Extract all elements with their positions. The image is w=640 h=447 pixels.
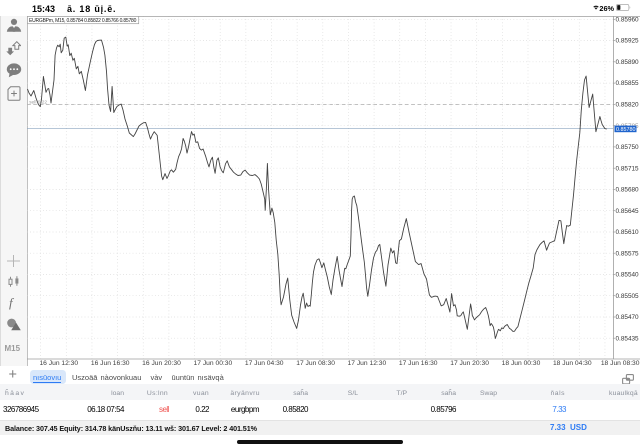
- svg-text:17 Jun 16:30: 17 Jun 16:30: [399, 360, 438, 366]
- svg-text:17 Jun 08:30: 17 Jun 08:30: [296, 360, 335, 366]
- svg-text:0.85540: 0.85540: [616, 272, 640, 279]
- svg-text:0.85960: 0.85960: [616, 16, 640, 23]
- svg-text:18 Jun 00:30: 18 Jun 00:30: [502, 360, 541, 366]
- svg-text:0.85680: 0.85680: [616, 187, 640, 194]
- svg-text:0.85890: 0.85890: [616, 59, 640, 66]
- svg-text:0.85575: 0.85575: [616, 250, 640, 257]
- svg-text:0.85715: 0.85715: [616, 165, 640, 172]
- svg-text:EURGBPm, M15, 0.85784 0.85822: EURGBPm, M15, 0.85784 0.85822 0.85766 0.…: [29, 18, 137, 24]
- svg-text:17 Jun 04:30: 17 Jun 04:30: [245, 360, 284, 366]
- svg-text:0.85505: 0.85505: [616, 293, 640, 300]
- svg-text:0.85435: 0.85435: [616, 335, 640, 342]
- svg-text:17 Jun 12:30: 17 Jun 12:30: [348, 360, 387, 366]
- svg-text:0.85470: 0.85470: [616, 314, 640, 321]
- svg-text:0.85610: 0.85610: [616, 229, 640, 236]
- svg-text:0.85855: 0.85855: [616, 80, 640, 87]
- svg-text:16 Jun 20:30: 16 Jun 20:30: [142, 360, 181, 366]
- svg-text:16 Jun 12:30: 16 Jun 12:30: [39, 360, 78, 366]
- svg-text:0.85925: 0.85925: [616, 38, 640, 45]
- svg-text:0.85750: 0.85750: [616, 144, 640, 151]
- svg-text:17 Jun 00:30: 17 Jun 00:30: [194, 360, 233, 366]
- svg-text:0.85645: 0.85645: [616, 208, 640, 215]
- svg-text:sell 0.22: sell 0.22: [29, 100, 47, 106]
- svg-text:0.85820: 0.85820: [616, 102, 640, 109]
- svg-text:18 Jun 08:30: 18 Jun 08:30: [601, 360, 640, 366]
- svg-text:0.85780: 0.85780: [616, 127, 636, 133]
- svg-text:18 Jun 04:30: 18 Jun 04:30: [553, 360, 592, 366]
- svg-text:16 Jun 16:30: 16 Jun 16:30: [91, 360, 130, 366]
- svg-text:17 Jun 20:30: 17 Jun 20:30: [450, 360, 489, 366]
